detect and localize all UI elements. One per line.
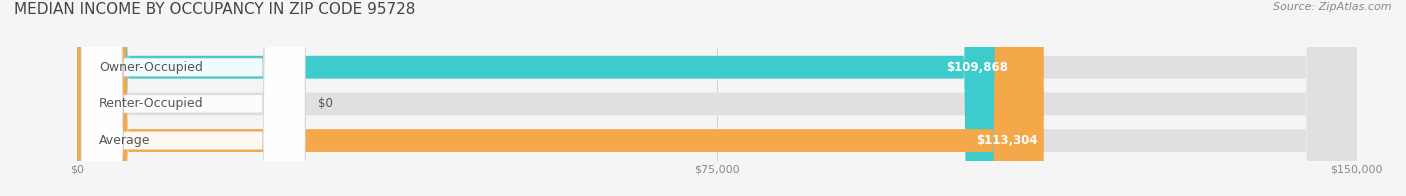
Text: Owner-Occupied: Owner-Occupied — [98, 61, 202, 74]
Text: MEDIAN INCOME BY OCCUPANCY IN ZIP CODE 95728: MEDIAN INCOME BY OCCUPANCY IN ZIP CODE 9… — [14, 2, 415, 17]
FancyBboxPatch shape — [82, 0, 305, 196]
FancyBboxPatch shape — [77, 0, 1015, 196]
FancyBboxPatch shape — [77, 0, 1043, 196]
Text: Renter-Occupied: Renter-Occupied — [98, 97, 204, 110]
FancyBboxPatch shape — [77, 0, 1357, 196]
FancyBboxPatch shape — [82, 0, 305, 196]
FancyBboxPatch shape — [82, 0, 305, 196]
Text: $0: $0 — [318, 97, 333, 110]
FancyBboxPatch shape — [77, 0, 1357, 196]
FancyBboxPatch shape — [77, 0, 1357, 196]
Text: Source: ZipAtlas.com: Source: ZipAtlas.com — [1274, 2, 1392, 12]
Text: $113,304: $113,304 — [976, 134, 1038, 147]
Text: $109,868: $109,868 — [946, 61, 1008, 74]
Text: Average: Average — [98, 134, 150, 147]
